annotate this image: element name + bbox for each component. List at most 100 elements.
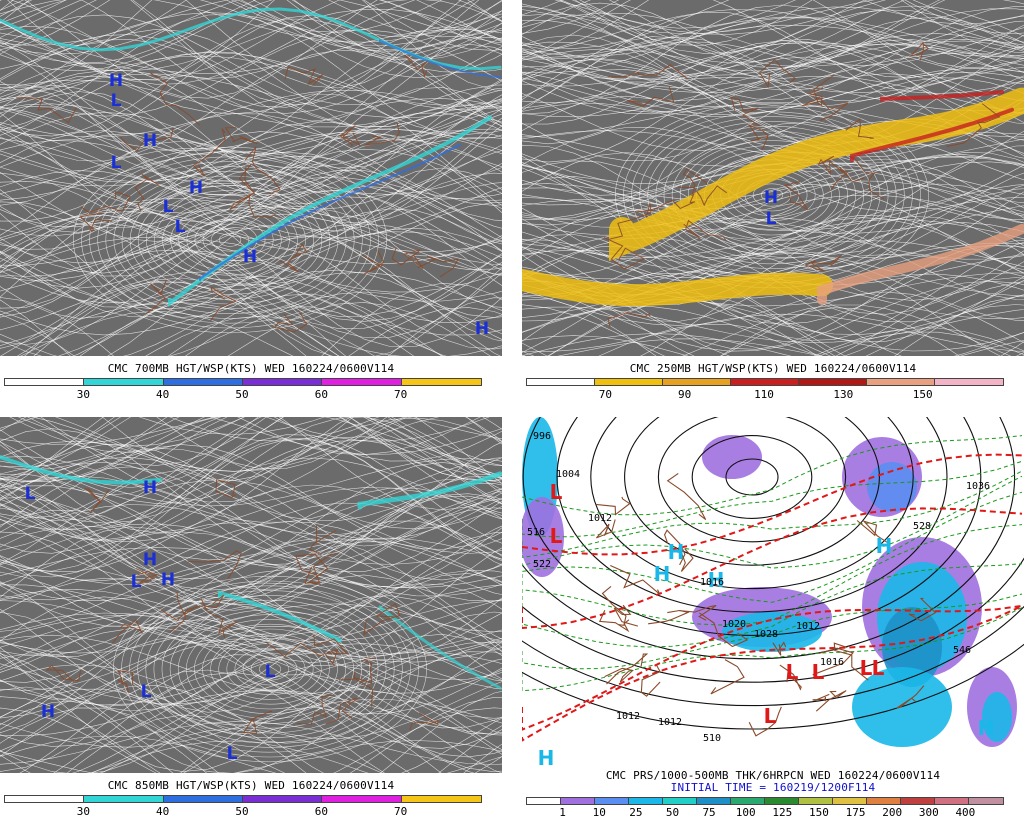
state-border — [404, 54, 429, 78]
streamline — [0, 439, 502, 578]
streamline — [0, 0, 502, 55]
thickness-contour — [522, 460, 1023, 538]
streamline — [522, 155, 1024, 210]
streamline — [0, 509, 502, 615]
streamline — [0, 487, 502, 580]
state-border — [84, 487, 110, 514]
streamline — [0, 478, 502, 561]
colorbar-tick-label: 60 — [314, 805, 328, 818]
streamline — [0, 150, 502, 201]
state-border — [338, 677, 374, 707]
streamline — [598, 323, 831, 356]
streamline — [40, 417, 267, 466]
isobar-label: 1028 — [754, 629, 778, 640]
high-pressure-marker: H — [764, 188, 778, 208]
precip-area — [702, 435, 762, 479]
streamline — [0, 103, 502, 168]
precip-area — [867, 462, 917, 512]
streamline — [522, 0, 1024, 68]
state-border — [815, 690, 847, 712]
state-border — [601, 585, 627, 626]
state-border — [145, 279, 167, 314]
streamline — [0, 612, 502, 657]
state-border — [830, 166, 865, 192]
high-pressure-marker: H — [143, 550, 157, 570]
streamline-swirl — [202, 628, 338, 710]
state-border — [609, 203, 652, 240]
low-pressure-marker: L — [786, 660, 799, 684]
streamline-swirl — [121, 175, 339, 305]
streamline — [0, 696, 502, 773]
state-border — [295, 553, 329, 586]
colorbar-tick-label: 40 — [156, 805, 170, 818]
streamline — [522, 183, 1024, 231]
colorbar-segment — [629, 798, 663, 804]
low-pressure-marker: L — [812, 660, 825, 684]
streamline — [522, 209, 1024, 315]
streamline-swirl — [242, 652, 298, 686]
isobar — [522, 557, 1024, 683]
streamline — [0, 236, 502, 293]
state-border — [610, 564, 661, 595]
streamline — [0, 0, 502, 79]
colorbar-segment — [322, 379, 402, 385]
streamline — [0, 444, 502, 550]
streamline — [522, 234, 1024, 341]
state-border — [391, 247, 424, 269]
streamline — [0, 269, 502, 356]
low-pressure-marker: L — [764, 704, 777, 728]
streamline — [0, 169, 502, 274]
streamline — [0, 0, 502, 51]
streamline — [0, 417, 502, 488]
streamline — [522, 156, 1024, 200]
streamline — [682, 304, 1012, 356]
high-pressure-marker: H — [109, 71, 123, 91]
streamline — [0, 612, 502, 663]
streamline — [156, 417, 388, 470]
streamline — [0, 131, 502, 222]
streamline — [522, 33, 1024, 89]
state-border — [595, 519, 616, 539]
state-border — [296, 694, 333, 725]
colorbar-segment — [163, 379, 243, 385]
streamline — [0, 128, 502, 201]
streamline — [0, 740, 502, 773]
colorbar-tick-label: 300 — [918, 806, 939, 819]
streamline — [0, 417, 502, 482]
caption-prs: CMC PRS/1000-500MB THK/6HRPCN WED 160224… — [605, 769, 941, 782]
isobar — [725, 458, 779, 496]
streamline-swirl — [153, 599, 387, 739]
state-border — [160, 594, 225, 622]
state-border — [210, 286, 237, 322]
streamline — [522, 333, 1024, 356]
streamline — [0, 249, 502, 302]
streamline — [0, 63, 502, 169]
streamline-swirl — [250, 657, 290, 681]
streamline — [0, 437, 502, 572]
wind-speed-band — [0, 455, 162, 485]
streamline — [0, 651, 502, 773]
colorbar-ticks-precip: 1 10 25 50 75 100 125 150 175 200 300 400 — [526, 806, 1002, 819]
state-border — [284, 66, 324, 86]
streamline — [0, 476, 502, 611]
streamline — [0, 417, 502, 481]
streamline — [0, 417, 502, 528]
streamline — [0, 625, 502, 715]
panel-prs-thickness: L L H H H H L L L L L H H 996 1004 1012 1020 1028 1012 1012… — [522, 417, 1024, 819]
wind-speed-band — [357, 471, 502, 510]
state-border — [598, 609, 630, 633]
state-border — [117, 670, 134, 693]
streamline — [0, 466, 502, 587]
streamline — [17, 417, 246, 447]
streamline-swirl — [177, 614, 363, 724]
isobar — [691, 435, 813, 519]
isobar-label: 1036 — [966, 481, 990, 492]
colorbar-segment — [731, 798, 765, 804]
streamline-swirl — [752, 183, 792, 207]
state-border — [363, 602, 401, 636]
streamline — [0, 638, 502, 719]
streamline — [0, 444, 502, 547]
streamline-swirl — [137, 185, 323, 295]
streamline-swirl — [129, 585, 411, 753]
